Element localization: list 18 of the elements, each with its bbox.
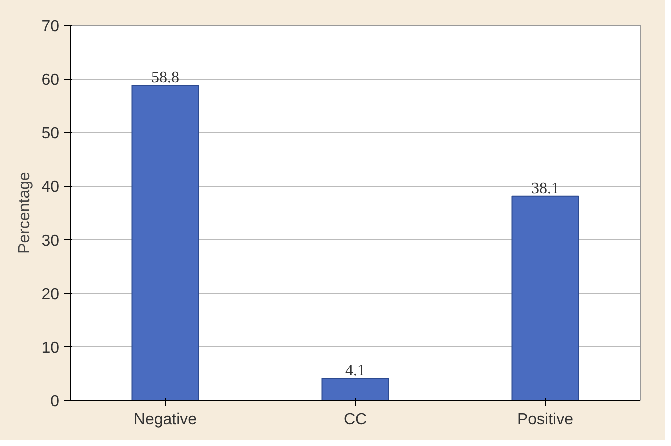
- y-tick-label: 60: [42, 72, 60, 90]
- y-tick-label: 30: [42, 232, 60, 250]
- data-label: 38.1: [532, 180, 560, 198]
- bar: [132, 85, 200, 400]
- data-label: 58.8: [152, 70, 180, 86]
- y-axis-title: Percentage: [16, 172, 34, 254]
- x-tick-label: Positive: [517, 412, 574, 428]
- y-tick-label: 0: [50, 394, 60, 410]
- bar: [512, 196, 580, 400]
- y-tick-label: 20: [42, 286, 60, 304]
- y-tick-label: 50: [42, 126, 60, 143]
- x-tick-label: CC: [344, 412, 368, 428]
- y-tick-label: 40: [42, 179, 60, 196]
- y-tick-label: 10: [42, 340, 60, 357]
- data-label: 4.1: [346, 362, 366, 380]
- y-tick-label: 70: [42, 18, 60, 36]
- bar: [322, 378, 390, 400]
- x-tick-label: Negative: [134, 412, 198, 428]
